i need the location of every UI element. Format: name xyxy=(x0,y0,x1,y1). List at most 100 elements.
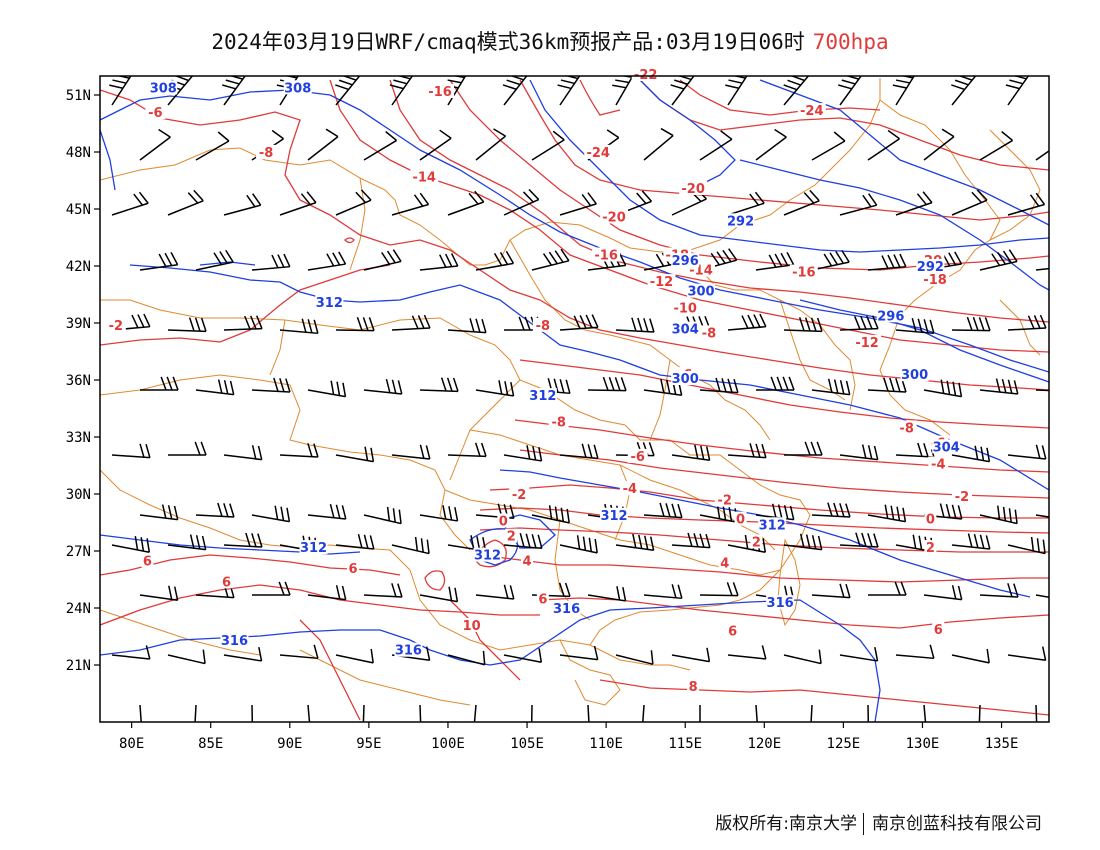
wind-barb xyxy=(389,76,414,106)
contour-label: 2 xyxy=(752,535,761,550)
wind-barb xyxy=(447,190,485,216)
contour-label-bg xyxy=(726,623,739,638)
contour-label: -6 xyxy=(148,106,162,121)
wind-barb xyxy=(699,130,733,161)
wind-barb xyxy=(1007,536,1046,555)
lat-tick-label: 30N xyxy=(66,487,91,503)
lat-tick-label: 39N xyxy=(66,316,91,332)
contour-label-bg xyxy=(900,367,929,382)
contour-label-bg xyxy=(924,540,937,555)
wind-barb xyxy=(670,76,695,106)
contour-label-bg xyxy=(220,574,233,589)
lon-tick-label: 115E xyxy=(668,736,702,752)
contour-label-bg xyxy=(536,591,549,606)
wind-barb xyxy=(307,704,311,722)
wind-barb xyxy=(475,250,515,271)
wind-barb xyxy=(251,253,291,271)
wind-barb xyxy=(755,128,787,161)
chart-title: 2024年03月19日WRF/cmaq模式36km预报产品:03月19日06时 7… xyxy=(0,26,1100,56)
contour-label-bg xyxy=(766,595,795,610)
contour-label-bg xyxy=(671,371,700,385)
contour-label: -14 xyxy=(412,171,436,186)
contour-label-bg xyxy=(410,169,439,184)
wind-barb xyxy=(473,704,477,722)
contour-label: 292 xyxy=(727,214,754,229)
contour-label-bg xyxy=(105,317,126,332)
contour-label: 312 xyxy=(529,389,556,404)
wind-barb xyxy=(1007,646,1047,662)
wind-barb xyxy=(811,502,851,518)
temperature-isotherms xyxy=(100,79,1049,721)
wind-barb xyxy=(279,191,317,216)
wind-barb xyxy=(307,128,339,161)
contour-label-bg xyxy=(631,67,660,81)
wind-barb xyxy=(335,533,375,550)
contour-label-bg xyxy=(461,618,482,632)
wind-barb xyxy=(335,446,375,463)
wind-barb xyxy=(363,249,402,271)
wind-barb xyxy=(531,248,570,271)
wind-barb xyxy=(139,504,179,521)
lat-tick-label: 51N xyxy=(66,88,91,104)
wind-barb xyxy=(335,316,375,332)
contour-label: 6 xyxy=(222,575,231,590)
contour-label-bg xyxy=(299,540,328,555)
wind-barb xyxy=(1035,514,1049,518)
lon-tick-label: 125E xyxy=(827,736,861,752)
contour-label: -12 xyxy=(855,336,879,351)
contour-label: 6 xyxy=(349,562,358,577)
contour-label-bg xyxy=(726,213,755,228)
lat-tick-label: 24N xyxy=(66,601,91,617)
wind-barb xyxy=(139,704,142,722)
wind-barb xyxy=(111,191,149,216)
wind-barb xyxy=(139,128,171,161)
contour-label-bg xyxy=(687,283,716,298)
wind-barb xyxy=(140,376,179,391)
contour-label-bg xyxy=(734,511,747,526)
lon-tick-label: 120E xyxy=(747,736,781,752)
contour-label-bg xyxy=(797,103,826,118)
wind-barb xyxy=(530,704,533,722)
wind-barb xyxy=(391,192,430,216)
contour-label-bg xyxy=(924,511,937,526)
wind-barb xyxy=(363,378,403,395)
wind-barb xyxy=(279,318,319,335)
wind-barb xyxy=(222,76,246,106)
wind-barb xyxy=(811,378,851,396)
wind-barb xyxy=(923,704,927,722)
contour-label: 2 xyxy=(507,530,516,545)
contour-label: -6 xyxy=(631,450,645,465)
contour-label-bg xyxy=(932,439,961,454)
wind-barb xyxy=(923,379,963,398)
contour-label: -8 xyxy=(551,416,565,431)
wind-barb xyxy=(895,191,933,216)
contour-label-bg xyxy=(687,678,700,693)
lat-tick-label: 27N xyxy=(66,544,91,560)
wind-barb xyxy=(839,315,879,331)
wind-barb xyxy=(279,443,319,458)
wind-barb xyxy=(783,189,820,216)
wind-barb xyxy=(839,532,879,548)
contour-label: 312 xyxy=(316,296,343,311)
contour-label-bg xyxy=(916,258,945,273)
contour-label: -20 xyxy=(681,182,705,197)
wind-barb xyxy=(727,645,767,660)
wind-barb xyxy=(868,581,907,596)
wind-barb xyxy=(251,505,291,523)
contour-label-bg xyxy=(509,486,530,501)
lon-tick-label: 135E xyxy=(985,736,1019,752)
copyright-text: 版权所有:南京大学 xyxy=(715,814,857,834)
wind-barb xyxy=(139,585,179,602)
wind-barb xyxy=(587,586,627,602)
contour-label-bg xyxy=(521,553,534,568)
wind-barb xyxy=(867,504,907,523)
wind-barb xyxy=(223,647,263,662)
wind-barb xyxy=(755,704,758,722)
contour-label: -20 xyxy=(602,211,626,226)
wind-barb xyxy=(391,536,430,555)
contour-label-bg xyxy=(600,507,629,522)
lat-tick-label: 48N xyxy=(66,145,91,161)
contour-label-bg xyxy=(592,247,621,262)
longitude-axis: 80E 85E 90E 95E 100E 105E 110E 115E 120E 125E 130E… xyxy=(119,722,1018,752)
